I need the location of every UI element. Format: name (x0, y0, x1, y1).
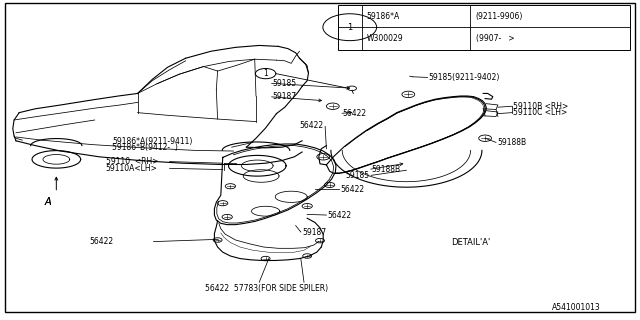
Text: 56422: 56422 (299, 121, 323, 130)
Text: 56422: 56422 (342, 109, 367, 118)
Text: 59110  <RH>: 59110 <RH> (106, 157, 158, 166)
Text: A541001013: A541001013 (552, 303, 600, 312)
Text: 56422: 56422 (328, 211, 352, 220)
Text: 59187: 59187 (272, 92, 296, 101)
Text: 59110A<LH>: 59110A<LH> (106, 164, 157, 173)
Text: 59185(9211-9402): 59185(9211-9402) (429, 73, 500, 82)
Text: 59188B: 59188B (497, 138, 527, 147)
Text: A: A (45, 196, 51, 207)
Text: A: A (45, 197, 51, 207)
Text: 1: 1 (263, 69, 268, 78)
Text: 1: 1 (347, 23, 353, 32)
Text: 59186*A: 59186*A (367, 12, 400, 20)
Text: 59186*B(9412-  ): 59186*B(9412- ) (112, 143, 178, 152)
Text: 56422: 56422 (340, 185, 365, 194)
Text: 59110B <RH>: 59110B <RH> (513, 102, 568, 111)
Text: 59188B: 59188B (371, 165, 401, 174)
Text: 59187: 59187 (302, 228, 326, 237)
Text: 59186*A(9211-9411): 59186*A(9211-9411) (112, 137, 193, 146)
Text: W300029: W300029 (367, 34, 403, 43)
Text: DETAIL'A': DETAIL'A' (451, 238, 490, 247)
Bar (338, 5, 630, 50)
Text: 59185: 59185 (346, 171, 370, 180)
Text: 56422  57783(FOR SIDE SPILER): 56422 57783(FOR SIDE SPILER) (205, 284, 328, 293)
Text: (9211-9906): (9211-9906) (476, 12, 523, 20)
Text: (9907-   >: (9907- > (476, 34, 514, 43)
Text: 59110C <LH>: 59110C <LH> (513, 108, 568, 117)
Text: 56422: 56422 (90, 237, 114, 246)
Text: 59185: 59185 (272, 79, 296, 88)
